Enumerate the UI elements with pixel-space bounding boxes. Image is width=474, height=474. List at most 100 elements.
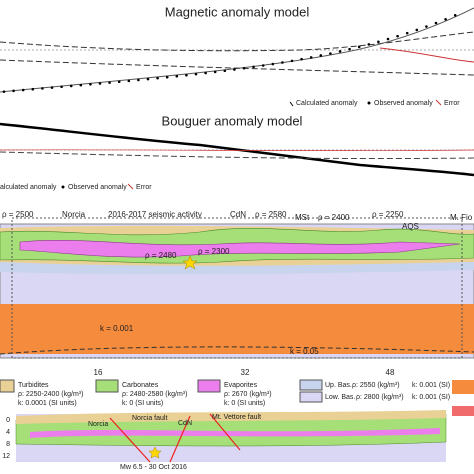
density-section: ρ = 2500 Norcia 2016-2017 seismic activi… — [0, 210, 474, 377]
label: k = 0.05 — [290, 347, 319, 356]
observed-point — [357, 45, 361, 49]
observed-point — [31, 87, 35, 91]
observed-point — [252, 65, 255, 69]
dashed-curve — [0, 59, 474, 76]
observed-point — [12, 89, 15, 93]
observed-point — [444, 17, 447, 21]
calculated-curve — [0, 7, 474, 93]
legend-name: Low. Bas. — [325, 394, 355, 401]
legend-density: ρ: 2480-2580 (kg/m³) — [122, 391, 187, 398]
label: CdN — [178, 420, 192, 427]
observed-point — [98, 82, 102, 85]
observed-point — [434, 21, 438, 25]
label: ρ = 2580 — [255, 210, 287, 219]
orange-layer — [0, 304, 474, 354]
legend-dot — [61, 185, 65, 189]
observed-points — [2, 14, 457, 93]
error-curve — [0, 149, 474, 152]
legend: Turbidites ρ: 2250-2400 (kg/m³) k: 0.000… — [0, 379, 474, 416]
observed-point — [21, 88, 25, 92]
evaporites — [30, 428, 440, 438]
legend-label: Error — [444, 100, 460, 107]
label: ρ = 2480 — [145, 251, 177, 260]
observed-point — [156, 76, 159, 80]
observed-point — [223, 69, 227, 73]
legend-k: k: 0.001 (SI) — [412, 394, 450, 401]
observed-point — [165, 75, 169, 79]
observed-point — [309, 56, 313, 59]
observed-point — [60, 85, 63, 89]
panel-title: Magnetic anomaly model — [165, 4, 310, 19]
up-basement — [0, 262, 474, 275]
observed-point — [127, 79, 131, 83]
observed-point — [453, 14, 457, 17]
observed-point — [233, 68, 236, 71]
swatch — [299, 379, 323, 391]
observed-point — [396, 34, 399, 38]
dashed-curve — [0, 151, 474, 160]
observed-point — [175, 74, 179, 78]
swatch — [95, 379, 119, 393]
observed-point — [261, 64, 265, 67]
observed-point — [338, 50, 342, 53]
observed-point — [329, 52, 332, 55]
label: ρ = 2400 — [318, 213, 350, 222]
event-label: Mw 6.5 - 30 Oct 2016 — [120, 464, 187, 471]
error-curve — [379, 47, 474, 63]
observed-point — [290, 59, 294, 63]
legend-k: k: 0 (SI units) — [122, 400, 163, 407]
magnetic-panel: Magnetic anomaly model Calculated anomal… — [0, 4, 474, 107]
observed-point — [281, 61, 284, 64]
observed-point — [386, 37, 390, 41]
label: ρ = 2250 — [372, 210, 404, 219]
event-star — [148, 446, 162, 459]
depth-tick: 8 — [6, 441, 10, 448]
panel-title: Bouguer anomaly model — [162, 113, 303, 128]
observed-point — [415, 28, 419, 32]
label: Mt. Vettore fault — [212, 414, 261, 421]
observed-curve — [0, 122, 474, 177]
label: Norcia — [88, 421, 108, 428]
legend-label: Error — [136, 184, 152, 191]
swatch — [299, 391, 323, 403]
legend-density: ρ: 2670 (kg/m³) — [224, 391, 272, 398]
legend-label: Observed anomaly — [374, 100, 433, 107]
observed-point — [348, 47, 351, 51]
observed-point — [300, 57, 303, 61]
legend-name: Carbonates — [122, 382, 159, 389]
legend-line — [289, 101, 294, 107]
label: 2016-2017 seismic activity — [108, 210, 202, 219]
depth-tick: 0 — [6, 417, 10, 424]
observed-point — [137, 78, 140, 82]
turbidites — [16, 410, 446, 424]
observed-point — [50, 86, 54, 89]
legend-dot — [367, 101, 371, 105]
label: M. Fio — [450, 213, 473, 222]
legend-label: alculated anomaly — [0, 184, 57, 191]
label: ρ = 2500 — [2, 210, 34, 219]
dashed-curve — [0, 31, 474, 52]
label: Norcia fault — [132, 415, 167, 422]
legend-density: ρ: 2550 (kg/m³) — [352, 382, 400, 389]
observed-point — [194, 72, 198, 76]
observed-point — [213, 70, 217, 74]
observed-point — [108, 81, 111, 84]
swatch — [452, 380, 474, 394]
evaporites — [19, 239, 461, 258]
frame — [11, 217, 463, 359]
observed-point — [185, 73, 188, 77]
legend-name: Turbidites — [18, 382, 49, 389]
legend-k: k: 0.0001 (SI units) — [18, 400, 77, 407]
legend-line — [127, 183, 134, 190]
observed-point — [2, 90, 6, 93]
observed-point — [117, 80, 121, 84]
observed-point — [425, 25, 428, 28]
swatch — [0, 379, 15, 393]
label: Norcia — [62, 210, 86, 219]
observed-point — [319, 54, 323, 57]
observed-point — [204, 71, 207, 75]
observed-point — [146, 77, 150, 81]
label: AQS — [402, 222, 419, 231]
legend-name: Evaporites — [224, 382, 258, 389]
